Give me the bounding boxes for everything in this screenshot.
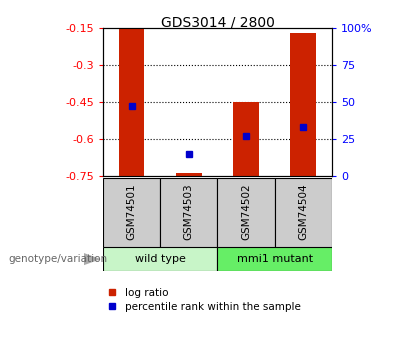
- Bar: [218, 178, 275, 247]
- Bar: [176, 174, 202, 176]
- Bar: [118, 28, 144, 176]
- Text: GSM74504: GSM74504: [298, 184, 308, 240]
- Text: GSM74503: GSM74503: [184, 184, 194, 240]
- Bar: [218, 247, 332, 271]
- Bar: [275, 178, 332, 247]
- Text: GSM74501: GSM74501: [126, 184, 136, 240]
- Legend: log ratio, percentile rank within the sample: log ratio, percentile rank within the sa…: [108, 288, 301, 312]
- Text: GSM74502: GSM74502: [241, 184, 251, 240]
- Text: wild type: wild type: [135, 254, 186, 264]
- Bar: [103, 247, 218, 271]
- Bar: [160, 178, 218, 247]
- Bar: [290, 32, 316, 176]
- Bar: [103, 178, 160, 247]
- Bar: [233, 102, 259, 176]
- Text: GDS3014 / 2800: GDS3014 / 2800: [161, 16, 276, 30]
- Text: mmi1 mutant: mmi1 mutant: [236, 254, 312, 264]
- Text: genotype/variation: genotype/variation: [8, 254, 108, 264]
- Polygon shape: [84, 253, 101, 265]
